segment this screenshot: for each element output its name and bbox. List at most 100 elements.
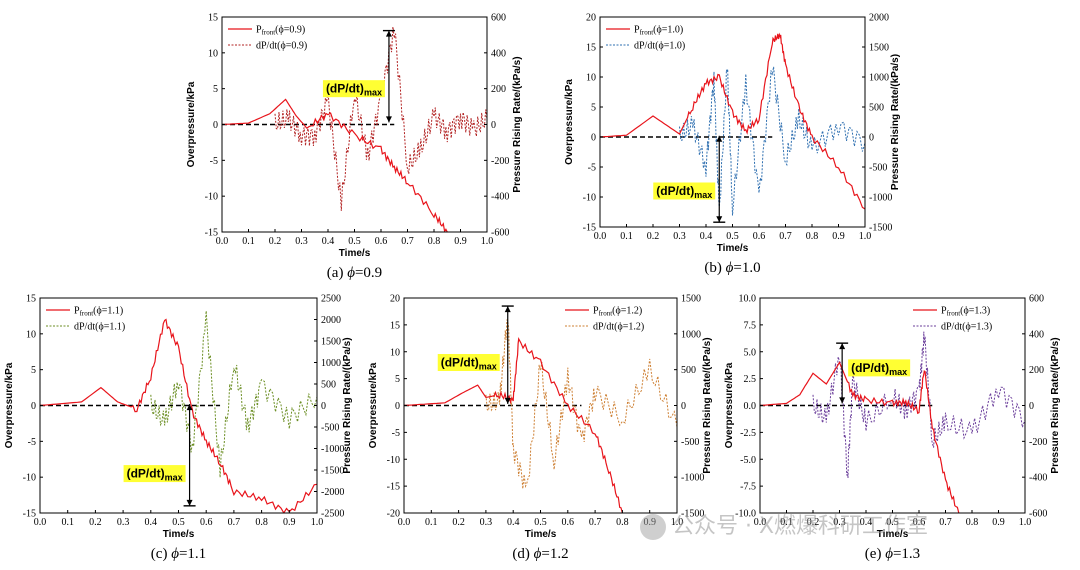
- legend-dpdt-label: dP/dt(ϕ=1.1): [74, 322, 125, 333]
- annotation-label-sub: max: [364, 88, 382, 98]
- legend-pfront-main: P: [256, 25, 262, 36]
- y-tick-label: 0.0: [744, 401, 757, 412]
- x-tick-label: 0.1: [780, 517, 793, 528]
- x-tick-label: 0.1: [425, 517, 438, 528]
- x-tick-label: 0.0: [216, 236, 229, 247]
- y-tick-label: 15: [586, 43, 596, 54]
- legend-pfront-tail: (ϕ=0.9): [275, 25, 305, 36]
- y-tick-label: -10: [583, 193, 596, 204]
- y2-tick-label: -1000: [681, 473, 704, 484]
- y-tick-label: 0: [395, 401, 400, 412]
- y2-tick-label: -1500: [681, 509, 704, 520]
- caption-phi-symbol: ϕ: [347, 265, 355, 281]
- subplot-caption: (b) ϕ=1.0: [704, 260, 760, 276]
- y-tick-label: -5: [588, 163, 596, 174]
- y2-tick-label: 400: [1029, 329, 1044, 340]
- x-tick-label: 0.4: [860, 517, 873, 528]
- x-tick-label: 0.0: [754, 517, 767, 528]
- x-tick-label: 0.8: [966, 517, 979, 528]
- x-tick-label: 0.9: [283, 517, 296, 528]
- y-axis-label: Overpressure/kPa: [186, 81, 197, 167]
- y-tick-label: 5: [591, 103, 596, 114]
- x-tick-label: 0.1: [61, 517, 74, 528]
- y-tick-label: 5: [31, 365, 36, 376]
- series-pfront-line: [760, 361, 960, 513]
- caption-prefix: (e): [865, 546, 885, 562]
- x-tick-label: 0.1: [242, 236, 255, 247]
- caption-phi-symbol: ϕ: [885, 546, 893, 562]
- y-tick-label: 20: [586, 13, 596, 24]
- y-tick-label: 5.0: [744, 347, 757, 358]
- y-tick-label: 15: [26, 294, 36, 305]
- x-tick-label: 0.9: [454, 236, 467, 247]
- y2-tick-label: 1500: [321, 337, 341, 348]
- y2-tick-label: 400: [491, 48, 506, 59]
- y-tick-label: 10: [26, 329, 36, 340]
- y2-axis-label: Pressure Rising Rate/(kPa/s): [342, 337, 353, 473]
- y-axis-label: Overpressure/kPa: [724, 362, 735, 448]
- chart-a: 0.0 0.1 0.2 0.3 0.4 0.5 0.6 0.7 0.8 0.9 1.0 15 10 5 0 -…: [186, 13, 523, 282]
- legend-pfront-main: P: [941, 306, 947, 317]
- x-tick-label: 0.8: [616, 517, 629, 528]
- y-tick-label: -15: [387, 482, 400, 493]
- annotation-arrowhead-end: [716, 216, 723, 223]
- y-tick-label: 10: [208, 48, 218, 59]
- y2-tick-label: -400: [1029, 473, 1047, 484]
- annotation-label: (dP/dt)max: [127, 467, 183, 483]
- y-tick-label: -10: [23, 473, 36, 484]
- y-tick-label: -20: [387, 509, 400, 520]
- series-pfront-line: [404, 336, 623, 513]
- y-tick-label: -7.5: [740, 482, 756, 493]
- legend-pfront-tail: (ϕ=1.1): [93, 306, 123, 317]
- chart-c: 0.0 0.1 0.2 0.3 0.4 0.5 0.6 0.7 0.8 0.9 1.0 15 10 5 0 -…: [4, 294, 353, 563]
- y2-tick-label: 0: [869, 133, 874, 144]
- y-tick-label: 5: [395, 374, 400, 385]
- annotation-label-sub: max: [694, 190, 712, 200]
- chart-b: 0.0 0.1 0.2 0.3 0.4 0.5 0.6 0.7 0.8 0.9 1.0 20 15 10 5…: [564, 13, 901, 277]
- y2-tick-label: -1500: [321, 466, 344, 477]
- watermark: 公众号 · X燃爆科研工作室: [640, 508, 928, 540]
- x-tick-label: 1.0: [671, 517, 684, 528]
- x-tick-label: 0.6: [200, 517, 213, 528]
- annotation-arrowhead-end: [385, 30, 392, 37]
- annotation-label-main: (dP/dt): [127, 467, 165, 481]
- annotation-label-main: (dP/dt): [326, 82, 364, 96]
- series-pfront-line: [222, 98, 448, 232]
- annotation-arrowhead-end: [839, 343, 846, 350]
- legend-dpdt-label: dP/dt(ϕ=0.9): [256, 41, 307, 52]
- y2-tick-label: -600: [491, 228, 509, 239]
- annotation-label-sub: max: [889, 367, 907, 377]
- annotation-label-bg: [437, 354, 500, 371]
- legend-pfront-label: Pfront(ϕ=1.1): [74, 306, 123, 318]
- subplot-caption: (e) ϕ=1.3: [865, 546, 920, 562]
- series-pfront-line: [600, 32, 865, 210]
- annotation-label-main: (dP/dt): [656, 184, 694, 198]
- annotation-arrowhead-start: [385, 116, 392, 123]
- y-tick-label: -15: [205, 228, 218, 239]
- y2-tick-label: -500: [321, 423, 339, 434]
- y-tick-label: 15: [208, 13, 218, 24]
- x-axis-label: Time/s: [339, 248, 371, 259]
- annotation-label-bg: [322, 80, 385, 98]
- legend-dpdt-label: dP/dt(ϕ=1.3): [941, 322, 992, 333]
- y-tick-label: -5.0: [740, 455, 756, 466]
- x-tick-label: 0.6: [913, 517, 926, 528]
- y2-tick-label: 500: [681, 365, 696, 376]
- legend-pfront-main: P: [634, 25, 640, 36]
- y-axis-label: Overpressure/kPa: [368, 362, 379, 448]
- legend-pfront-tail: (ϕ=1.3): [960, 306, 990, 317]
- caption-phi-symbol: ϕ: [171, 546, 179, 562]
- y2-axis-label: Pressure Rising Rate/(kPa/s): [512, 56, 523, 192]
- x-tick-label: 0.9: [992, 517, 1005, 528]
- x-tick-label: 0.3: [480, 517, 493, 528]
- wechat-icon: [640, 514, 666, 540]
- y-tick-label: -2.5: [740, 428, 756, 439]
- y2-tick-label: -1000: [869, 193, 892, 204]
- x-tick-label: 1.0: [311, 517, 324, 528]
- annotation-arrowhead-start: [839, 397, 846, 404]
- legend-pfront-main: P: [74, 306, 80, 317]
- y2-tick-label: -2500: [321, 509, 344, 520]
- y2-tick-label: 600: [491, 13, 506, 24]
- y2-axis-label: Pressure Rising Rate/(kPa/s): [1050, 337, 1061, 473]
